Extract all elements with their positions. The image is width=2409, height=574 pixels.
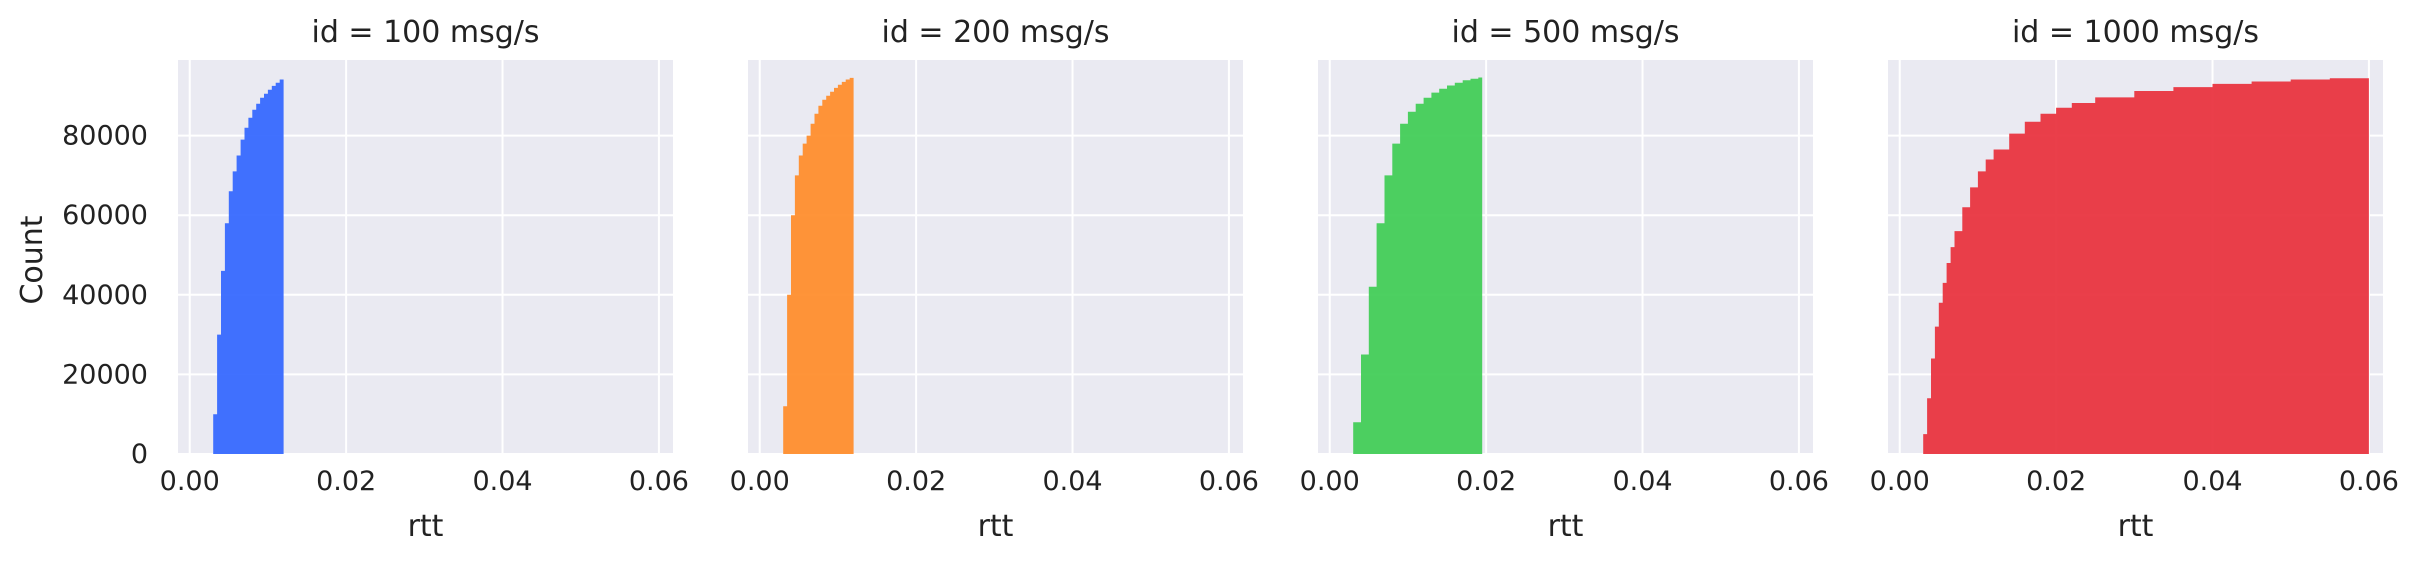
x-tick-label: 0.04 — [1612, 466, 1672, 497]
x-tick-label: 0.02 — [2026, 466, 2086, 497]
facet-panel-4: id = 1000 msg/s 0.00 0.02 0.04 0.06 rtt — [1870, 15, 2399, 544]
x-tick-label: 0.04 — [1042, 466, 1102, 497]
x-tick-label: 0.02 — [886, 466, 946, 497]
y-tick-label: 80000 — [62, 121, 148, 152]
x-tick-label: 0.06 — [629, 466, 689, 497]
x-tick-label: 0.04 — [472, 466, 532, 497]
x-tick-label: 0.00 — [1300, 466, 1360, 497]
y-axis-label: Count — [15, 215, 50, 304]
x-tick-label: 0.04 — [2182, 466, 2242, 497]
panel-title: id = 100 msg/s — [311, 15, 539, 50]
x-tick-label: 0.00 — [1870, 466, 1930, 497]
histogram-area-series-1 — [1920, 77, 2369, 454]
y-tick-label: 40000 — [62, 280, 148, 311]
x-tick-label: 0.06 — [1769, 466, 1829, 497]
y-tick-label: 60000 — [62, 200, 148, 231]
facet-panel-2: id = 200 msg/s 0.00 0.02 0.04 0.06 rtt — [730, 15, 1259, 544]
y-tick-label: 0 — [131, 439, 148, 470]
x-tick-label: 0.06 — [2339, 466, 2399, 497]
x-tick-label: 0.00 — [160, 466, 220, 497]
panel-title: id = 1000 msg/s — [2012, 15, 2259, 50]
histogram-area-series-1 — [780, 77, 854, 454]
x-axis-label: rtt — [1548, 509, 1584, 544]
facet-panel-1: id = 100 msg/s 0.00 0.02 0.04 0.06 rtt 0 20000 4… — [62, 15, 689, 544]
x-tick-label: 0.02 — [1456, 466, 1516, 497]
panel-title: id = 500 msg/s — [1451, 15, 1679, 50]
x-tick-label: 0.06 — [1199, 466, 1259, 497]
histogram-area-series-1 — [210, 77, 284, 454]
x-axis-label: rtt — [978, 509, 1014, 544]
panel-title: id = 200 msg/s — [881, 15, 1109, 50]
x-axis-label: rtt — [2118, 509, 2154, 544]
x-tick-label: 0.02 — [316, 466, 376, 497]
x-tick-label: 0.00 — [730, 466, 790, 497]
histogram-area-series-1 — [1350, 77, 1483, 454]
facet-panel-3: id = 500 msg/s 0.00 0.02 0.04 0.06 rtt — [1300, 15, 1829, 544]
y-tick-label: 20000 — [62, 359, 148, 390]
x-axis-label: rtt — [408, 509, 444, 544]
